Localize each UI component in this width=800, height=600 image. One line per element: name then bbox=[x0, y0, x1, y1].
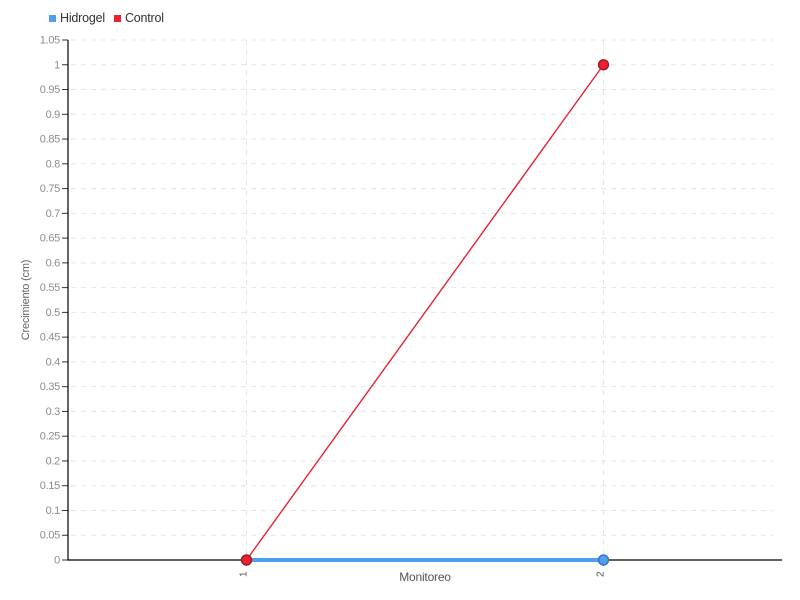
svg-text:0.3: 0.3 bbox=[46, 406, 61, 418]
svg-text:0.75: 0.75 bbox=[40, 183, 60, 195]
legend-label-hidrogel: Hidrogel bbox=[60, 11, 105, 25]
svg-text:0.55: 0.55 bbox=[40, 282, 60, 294]
svg-text:0.15: 0.15 bbox=[40, 480, 60, 492]
svg-text:2: 2 bbox=[596, 571, 607, 577]
svg-text:0.5: 0.5 bbox=[46, 307, 61, 319]
data-point-control-1 bbox=[240, 554, 253, 566]
svg-text:0.35: 0.35 bbox=[40, 381, 60, 393]
tick-labels: 0 0.05 0.1 0.15 0.2 0.25 0.3 0.35 0.4 0.45 0.5 0.55… bbox=[40, 35, 607, 578]
svg-text:0: 0 bbox=[54, 555, 60, 567]
svg-text:0.65: 0.65 bbox=[40, 233, 60, 245]
legend-swatch-hidrogel bbox=[49, 15, 56, 22]
svg-text:0.95: 0.95 bbox=[40, 84, 60, 96]
svg-text:0.9: 0.9 bbox=[46, 109, 61, 121]
svg-text:0.4: 0.4 bbox=[46, 356, 61, 368]
svg-text:0.6: 0.6 bbox=[46, 257, 61, 269]
svg-text:0.2: 0.2 bbox=[46, 455, 61, 467]
svg-text:1: 1 bbox=[239, 571, 250, 577]
legend-item-hidrogel[interactable]: Hidrogel bbox=[49, 11, 105, 25]
svg-text:1: 1 bbox=[54, 59, 60, 71]
svg-text:1.05: 1.05 bbox=[40, 35, 60, 47]
axis-ticks bbox=[62, 39, 604, 566]
svg-text:0.45: 0.45 bbox=[40, 332, 60, 344]
x-axis-label: Monitoreo bbox=[399, 570, 451, 584]
svg-text:0.7: 0.7 bbox=[46, 208, 61, 220]
svg-text:0.85: 0.85 bbox=[40, 134, 60, 146]
legend-label-control: Control bbox=[124, 11, 164, 25]
chart-legend: Hidrogel Control bbox=[49, 11, 164, 25]
svg-text:0.8: 0.8 bbox=[46, 158, 61, 170]
series-hidrogel bbox=[240, 554, 610, 566]
legend-item-control[interactable]: Control bbox=[113, 11, 164, 25]
svg-text:0.1: 0.1 bbox=[46, 505, 61, 517]
data-point-control-2 bbox=[597, 59, 610, 71]
gridlines bbox=[71, 39, 774, 560]
svg-text:0.05: 0.05 bbox=[40, 530, 60, 542]
legend-swatch-control bbox=[113, 15, 121, 22]
axes bbox=[67, 40, 782, 561]
series-control bbox=[240, 59, 610, 566]
svg-text:0.25: 0.25 bbox=[40, 431, 60, 443]
data-point-hidrogel-2 bbox=[597, 554, 610, 566]
y-axis-label: Crecimiento (cm) bbox=[20, 259, 32, 341]
